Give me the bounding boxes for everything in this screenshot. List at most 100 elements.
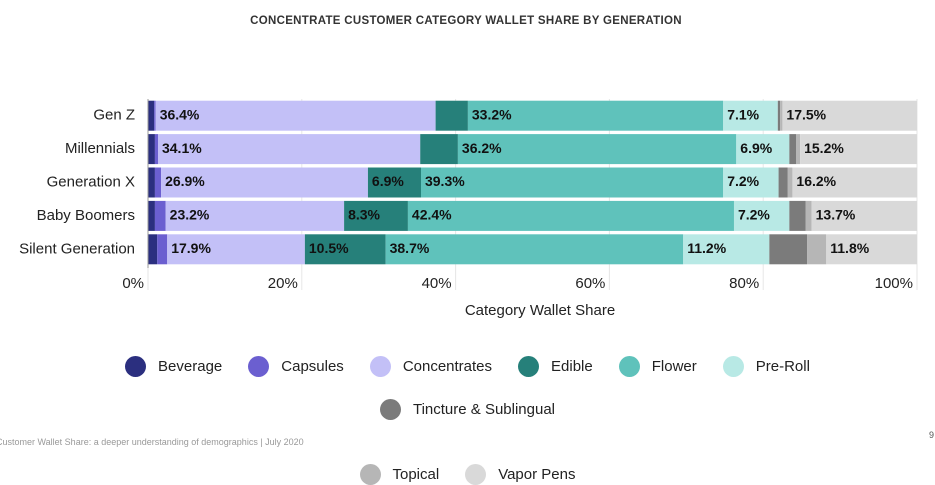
bar-segment: [344, 200, 408, 231]
page: CONCENTRATE CUSTOMER CATEGORY WALLET SHA…: [0, 15, 935, 485]
bar-segment: [457, 134, 737, 165]
footer: Customer Wallet Share: a deeper understa…: [0, 437, 304, 447]
y-tick-label: Generation X: [47, 173, 135, 190]
value-label: 36.4%: [160, 106, 200, 122]
value-label: 10.5%: [309, 240, 349, 256]
legend-item: Edible: [518, 356, 593, 377]
legend-item: Topical: [359, 464, 440, 485]
value-label: 6.9%: [740, 140, 772, 156]
bar-segment: [778, 167, 788, 198]
value-label: 34.1%: [162, 140, 202, 156]
bar-segment: [154, 100, 156, 131]
bar-segment: [420, 167, 724, 198]
y-tick-label: Gen Z: [93, 107, 135, 124]
bar-segment: [782, 100, 917, 131]
bar-segment: [800, 134, 917, 165]
bar-segment: [733, 200, 790, 231]
bar-segment: [723, 100, 778, 131]
value-label: 23.2%: [170, 207, 210, 223]
chart: CONCENTRATE CUSTOMER CATEGORY WALLET SHA…: [19, 15, 918, 319]
legend-swatch: [379, 399, 401, 420]
bar-segment: [435, 100, 468, 131]
legend-label: Edible: [551, 358, 593, 375]
x-tick-label: 60%: [575, 275, 605, 292]
bar-segment: [155, 100, 436, 131]
bar-segment: [736, 134, 790, 165]
legend-label: Tincture & Sublingual: [412, 401, 556, 418]
bar-segment: [777, 100, 781, 131]
legend-item: Flower: [618, 356, 697, 377]
y-tick-label: Millennials: [65, 140, 135, 157]
bar-segment: [807, 234, 827, 265]
x-tick-label: 40%: [422, 275, 452, 292]
legend-label: Concentrates: [402, 358, 493, 375]
bar-segment: [407, 200, 734, 231]
value-label: 13.7%: [816, 207, 856, 223]
bar-segment: [789, 134, 797, 165]
legend-item: Vapor Pens: [465, 464, 575, 485]
bar-segment: [385, 234, 684, 265]
legend-swatch: [465, 464, 487, 485]
legend-label: Topical: [392, 466, 440, 483]
legend-swatch: [518, 356, 540, 377]
legend-item: Concentrates: [369, 356, 493, 377]
bar-segment: [157, 234, 168, 265]
bar-segment: [304, 234, 386, 265]
legend-item: Beverage: [125, 356, 222, 377]
value-label: 26.9%: [165, 173, 205, 189]
bar-segment: [723, 167, 779, 198]
bar-segment: [154, 134, 158, 165]
legend-label: Flower: [651, 358, 697, 375]
value-label: 8.3%: [348, 207, 380, 223]
bar-segment: [683, 234, 770, 265]
legend-item: Pre-Roll: [722, 356, 810, 377]
value-label: 38.7%: [390, 240, 430, 256]
x-tick-label: 0%: [122, 275, 144, 292]
x-tick-label: 20%: [268, 275, 298, 292]
bar-segment: [780, 100, 783, 131]
value-label: 17.9%: [171, 240, 211, 256]
legend-label: Beverage: [158, 358, 223, 375]
bar-segment: [789, 200, 806, 231]
bar-segment: [148, 167, 155, 198]
x-tick-label: 80%: [729, 275, 759, 292]
bar-segment: [167, 234, 305, 265]
bar-segment: [148, 100, 155, 131]
value-label: 33.2%: [472, 106, 512, 122]
bar-segment: [787, 167, 793, 198]
value-label: 11.2%: [687, 240, 726, 256]
y-tick-label: Silent Generation: [19, 240, 135, 257]
value-label: 15.2%: [804, 140, 844, 156]
legend-label: Vapor Pens: [498, 466, 576, 483]
bar-segment: [148, 200, 155, 231]
legend-item: Tincture & Sublingual: [379, 399, 556, 420]
value-label: 7.2%: [738, 207, 770, 223]
bar-segment: [148, 134, 155, 165]
chart-title: CONCENTRATE CUSTOMER CATEGORY WALLET SHA…: [250, 15, 682, 27]
legend-swatch: [248, 356, 270, 377]
legend-label: Pre-Roll: [755, 358, 810, 375]
bar-segment: [811, 200, 917, 231]
value-label: 11.8%: [830, 240, 869, 256]
legend-swatch: [359, 464, 381, 485]
value-label: 7.2%: [727, 173, 759, 189]
legend: Beverage Capsules Concentrates Edible Flower…: [30, 356, 905, 485]
legend-swatch: [722, 356, 744, 377]
bar-segment: [792, 167, 917, 198]
bar-segment: [467, 100, 724, 131]
bar-segment: [157, 134, 421, 165]
legend-swatch: [369, 356, 391, 377]
value-label: 6.9%: [372, 173, 404, 189]
value-label: 42.4%: [412, 207, 452, 223]
bar-segment: [165, 200, 345, 231]
value-label: 39.3%: [425, 173, 465, 189]
bar-segment: [154, 200, 166, 231]
legend-swatch: [125, 356, 147, 377]
legend-label: Capsules: [281, 358, 344, 375]
bar-segment: [826, 234, 917, 265]
page-number: 9: [929, 430, 935, 440]
legend-swatch: [618, 356, 640, 377]
value-label: 7.1%: [727, 106, 759, 122]
bar-segment: [769, 234, 808, 265]
legend-item: Capsules: [248, 356, 344, 377]
